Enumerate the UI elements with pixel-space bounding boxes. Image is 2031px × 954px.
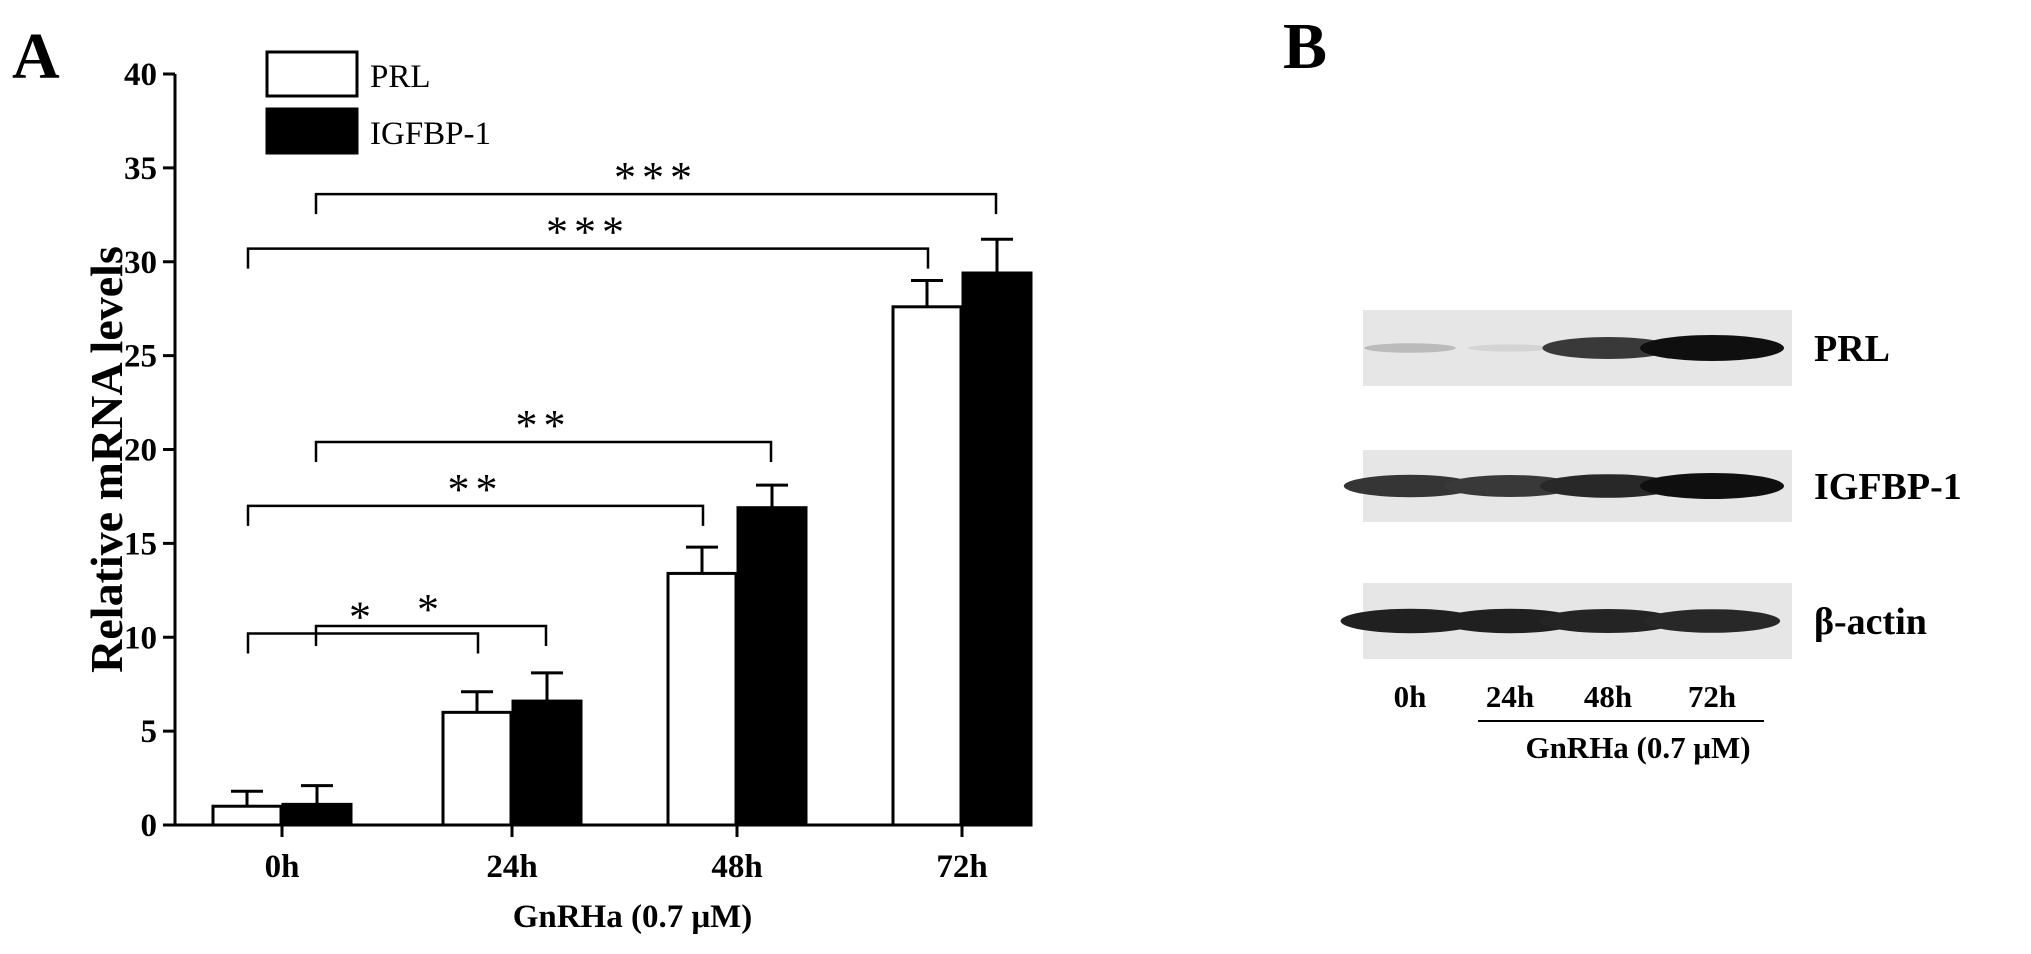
significance-bracket-igfbp-1-72h (314, 192, 998, 215)
bar-prl-72h (891, 305, 963, 827)
blot-band-actin-48h (1539, 609, 1677, 633)
significance-bracket-igfbp-1-48h (314, 440, 773, 462)
blot-row-label: IGFBP-1 (1814, 466, 1962, 508)
blot-axis-title: GnRHa (0.7 μM) (1525, 730, 1750, 765)
x-tick-label: 24h (486, 849, 537, 885)
blot-band-prl-48h (1542, 337, 1674, 359)
y-tick-label: 0 (141, 808, 158, 844)
x-tick-label: 48h (711, 849, 762, 885)
x-axis-title: GnRHa (0.7 μM) (513, 899, 753, 935)
y-tick-label: 35 (124, 151, 157, 187)
bar-series (211, 237, 1033, 827)
blot-band-igfbp-1-0h (1343, 474, 1477, 498)
blot-band-prl-72h (1640, 335, 1784, 361)
significance-label-prl-24h: * (349, 592, 377, 641)
significance-label-prl-72h: *** (546, 208, 630, 257)
blot-band-actin-0h (1340, 608, 1480, 634)
bar-prl-48h (666, 571, 738, 827)
significance-bracket-prl-48h (246, 504, 705, 526)
significance-label-igfbp-1-72h: *** (614, 153, 698, 202)
legend-swatch-igfbp-1 (265, 107, 359, 155)
y-axis-title: Relative mRNA levels (81, 246, 132, 673)
y-tick-label: 10 (124, 620, 157, 656)
y-tick-label: 30 (124, 245, 157, 281)
blot-lane-label: 48h (1584, 679, 1632, 714)
bar-prl-0h (211, 804, 283, 827)
blot-band-prl-24h (1468, 344, 1552, 352)
significance-brackets: * *********** (246, 153, 998, 654)
blot-row-label: β-actin (1814, 601, 1927, 643)
panel-a-label: A (12, 20, 60, 93)
significance-label-prl-48h: ** (448, 465, 504, 514)
blot-band-actin-72h (1643, 609, 1781, 633)
legend-swatch-prl (265, 50, 359, 98)
y-tick-label: 20 (124, 433, 157, 469)
y-tick-label: 15 (124, 526, 157, 562)
legend-label-igfbp-1: IGFBP-1 (370, 116, 491, 152)
blot-band-igfbp-1-24h (1444, 475, 1576, 497)
blot-band-igfbp-1-48h (1539, 474, 1677, 498)
blot-row-actin: β-actin (1340, 583, 1927, 659)
blot-lane-label: 0h (1394, 679, 1427, 714)
y-tick-label: 25 (124, 339, 157, 375)
x-tick-label: 0h (265, 849, 300, 885)
blot-row-label: PRL (1814, 328, 1890, 370)
western-blot: PRL IGFBP-1 β-actin 0h 24h 48h 72h GnRHa (0.7 μ… (1340, 310, 1962, 765)
bar-igfbp-1-24h (511, 699, 583, 827)
blot-band-actin-24h (1440, 608, 1580, 634)
y-tick-label: 40 (124, 57, 157, 93)
panel-b-label: B (1283, 10, 1327, 83)
significance-bracket-prl-72h (246, 247, 930, 269)
blot-band-prl-0h (1364, 343, 1456, 353)
significance-bracket-prl-24h (246, 632, 480, 654)
significance-bracket-igfbp-1-24h (314, 624, 548, 646)
y-axis-ticks: 0 5 10 15 20 25 30 35 40 (124, 57, 175, 844)
bar-igfbp-1-72h (961, 271, 1033, 827)
significance-label-igfbp-1-24h: * (417, 585, 445, 634)
legend-label-prl: PRL (370, 59, 431, 95)
x-tick-label: 72h (936, 849, 987, 885)
significance-label-igfbp-1-48h: ** (516, 401, 572, 450)
bar-igfbp-1-0h (281, 802, 353, 827)
blot-row-prl: PRL (1363, 310, 1890, 386)
y-tick-label: 5 (141, 714, 158, 750)
bar-prl-24h (441, 710, 513, 827)
blot-lane-label: 72h (1688, 679, 1736, 714)
legend: PRL IGFBP-1 (265, 50, 491, 155)
blot-lane-label: 24h (1486, 679, 1534, 714)
blot-row-igfbp-1: IGFBP-1 (1343, 450, 1962, 522)
x-axis-ticks: 0h 24h 48h 72h (265, 825, 988, 885)
blot-band-igfbp-1-72h (1640, 473, 1784, 499)
bar-igfbp-1-48h (736, 506, 808, 827)
